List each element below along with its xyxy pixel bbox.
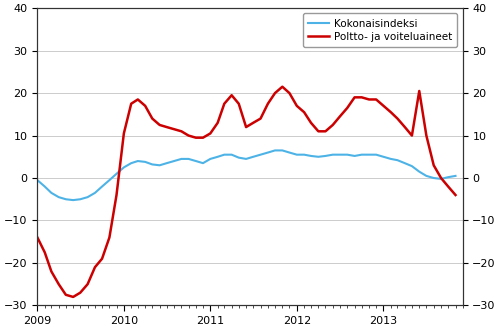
Line: Kokonaisindeksi: Kokonaisindeksi (38, 150, 456, 200)
Line: Poltto- ja voiteluaineet: Poltto- ja voiteluaineet (38, 87, 456, 297)
Legend: Kokonaisindeksi, Poltto- ja voiteluaineet: Kokonaisindeksi, Poltto- ja voiteluainee… (302, 14, 458, 47)
